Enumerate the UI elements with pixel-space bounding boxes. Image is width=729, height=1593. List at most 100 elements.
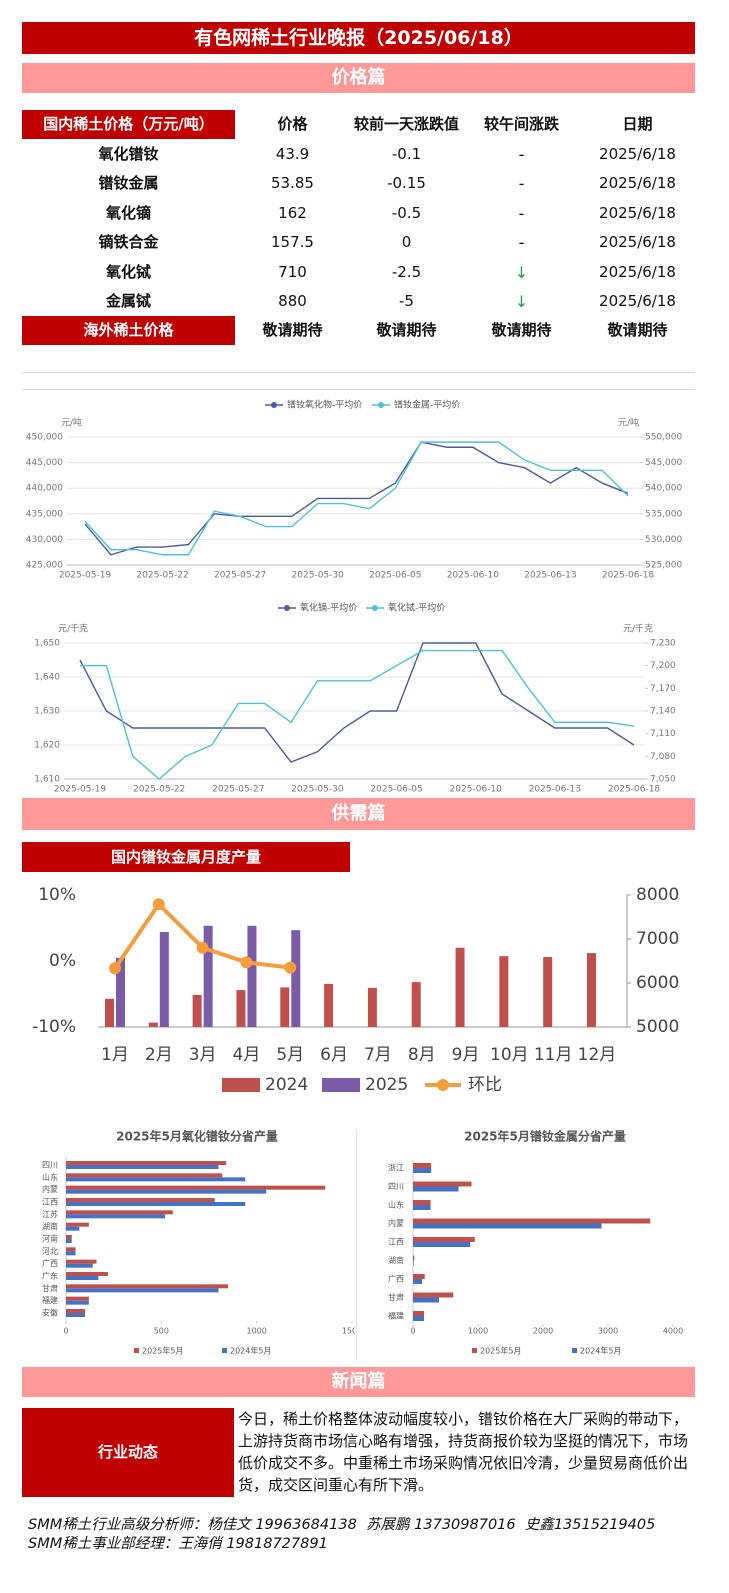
x-tick-label: 2025-05-30 [292,571,345,581]
y-tick-label: 1,620 [34,741,60,751]
y-tick-label: 河南 [42,1234,58,1244]
bar [413,1218,651,1224]
legend-swatch [572,1348,577,1353]
table-cell: 敬请期待 [491,321,552,339]
bar [66,1284,229,1289]
section-bar: 供需篇 [22,798,695,830]
bar [66,1189,267,1194]
y-tick-label: 1,610 [34,775,60,785]
x-tick-label: 1500 [342,1327,355,1336]
table-cell: 2025/6/18 [599,174,676,192]
y-tick-label: 四川 [42,1161,58,1170]
table-cell: 162 [278,203,307,222]
section-bar: 价格篇 [22,63,695,93]
y2-tick-label: 8000 [636,885,679,905]
table-cell: 2025/6/18 [599,144,676,163]
bar [455,947,465,1027]
legend-label: 2024 [265,1075,308,1095]
table-cell: 53.85 [271,174,314,192]
x-tick-label: 3月 [189,1045,217,1065]
footer-line: SMM稀土事业部经理：王海俏 19818727891 [28,1536,328,1552]
x-tick-label: 12月 [578,1045,617,1065]
y-axis-unit: 元/千克 [58,624,88,635]
news-text: 今日，稀土价格整体波动幅度较小，镨钕价格在大厂采购的带动下，上游持货商市场信心略… [238,1410,689,1494]
y-tick-label: 445,000 [26,458,63,468]
bar [66,1177,246,1182]
y2-tick-label: 7,050 [650,775,676,785]
x-tick-label: 2025-06-18 [608,785,661,795]
table-cell: -0.15 [387,174,426,192]
y-tick-label: 湖南 [388,1255,404,1265]
bar [543,957,553,1027]
table-cell: -0.1 [391,144,422,163]
bar [66,1263,93,1268]
bar [413,1274,425,1279]
y2-axis-unit: 元/吨 [618,417,639,429]
table-cell: 43.9 [275,144,310,163]
separator [22,389,695,390]
legend-swatch [134,1348,139,1353]
bar [66,1276,99,1280]
y-tick-label: 广东 [42,1271,58,1281]
bar [413,1316,425,1321]
x-tick-label: 2025-06-13 [524,571,576,581]
y-tick-label: 425,000 [26,561,63,571]
table-cell: 157.5 [271,233,314,251]
y-tick-label: 浙江 [388,1163,404,1173]
y-tick-label: 湖南 [42,1221,58,1231]
y2-tick-label: 540,000 [645,484,682,494]
bar [66,1235,72,1239]
x-tick-label: 8月 [408,1045,436,1065]
bar [236,990,246,1027]
x-tick-label: 7月 [364,1045,392,1065]
y-tick-label: 河北 [42,1246,58,1256]
bar [413,1260,414,1266]
y-tick-label: 福建 [388,1311,404,1321]
bar [66,1272,108,1276]
legend-label: 2025年5月 [480,1346,521,1356]
bar [411,982,421,1027]
x-tick-label: 2025-06-13 [529,785,581,795]
chart: -10% 0% 10% 5000 6000 7000 8000 1月 2月 3月 4月 5月 6月 7月 8… [32,885,679,1095]
y2-axis-unit: 元/千克 [623,624,653,635]
bar [587,953,596,1027]
legend-swatch [222,1078,260,1092]
table-cell: -2.5 [391,262,422,281]
x-tick-label: 1000 [468,1327,488,1336]
bar [413,1223,602,1229]
table-cell: 2025/6/18 [599,262,676,281]
x-tick-label: 9月 [452,1045,480,1065]
bar [66,1296,89,1301]
x-tick-label: 0 [63,1327,68,1336]
x-tick-label: 6月 [320,1045,348,1065]
bar [148,1022,158,1027]
y-tick-label: 江苏 [42,1209,58,1219]
y2-tick-label: 7,230 [650,639,676,649]
line-point [109,962,121,975]
y-tick-label: 内蒙 [388,1218,404,1228]
bar [192,994,202,1027]
table-cell: 710 [278,262,307,281]
chart: 425,000 430,000 435,000 440,000 445,000 450,0… [26,399,683,581]
legend-label: 镨钕氧化物-平均价 [287,399,362,411]
table-header: 价格 [277,115,308,133]
x-tick-label: 1月 [101,1045,129,1065]
bar [413,1279,423,1284]
y2-tick-label: 5000 [636,1017,679,1037]
y-tick-label: 450,000 [26,433,63,443]
table-cell: 敬请期待 [607,321,668,339]
x-tick-label: 11月 [534,1045,573,1065]
bar [66,1313,86,1317]
table-cell: - [518,203,525,223]
table-cell: - [518,144,525,164]
bar [66,1161,227,1165]
y2-tick-label: 7,140 [650,707,676,717]
y-tick-label: 广西 [42,1258,58,1268]
x-tick-label: 2025-05-27 [212,785,264,795]
x-tick-label: 3000 [598,1327,618,1336]
bar [66,1214,166,1219]
x-tick-label: 1000 [246,1327,266,1336]
line-point [196,941,209,954]
chart: 1,610 1,620 1,630 1,640 1,650 7,050 7,080 7,110… [34,602,676,795]
x-tick-label: 2025-06-10 [450,785,503,795]
